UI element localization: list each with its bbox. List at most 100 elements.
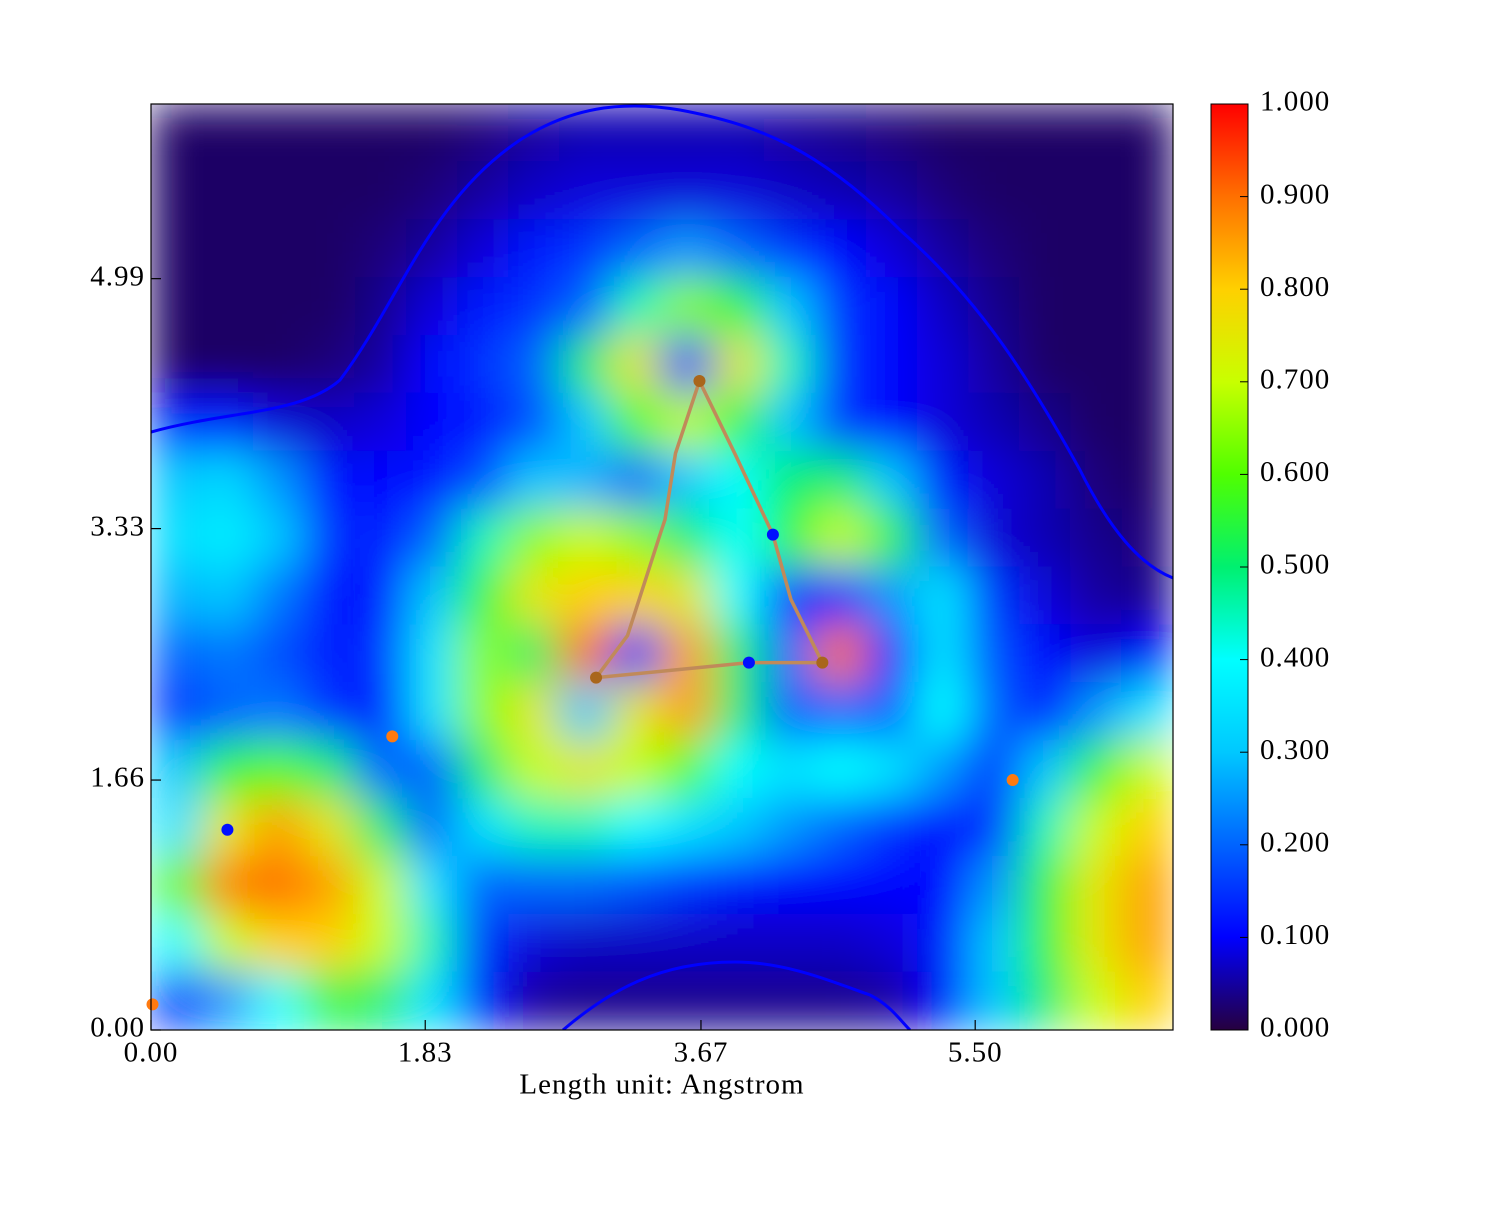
heat-cell bbox=[865, 566, 918, 626]
heat-cell bbox=[1019, 624, 1072, 684]
heat-cell bbox=[661, 855, 714, 915]
heat-cell bbox=[968, 450, 1021, 510]
heat-cell bbox=[865, 913, 918, 973]
heat-cell bbox=[814, 624, 867, 684]
heat-cell bbox=[1121, 855, 1173, 915]
heat-cell bbox=[559, 219, 612, 279]
heat-cell bbox=[610, 913, 663, 973]
heat-cell bbox=[406, 277, 459, 336]
heat-cell bbox=[865, 277, 918, 336]
heat-cell bbox=[303, 971, 356, 1030]
x-tick-label: 0.00 bbox=[124, 1037, 179, 1069]
heat-cell bbox=[457, 219, 510, 279]
critical-point bbox=[816, 656, 829, 669]
heat-cell bbox=[303, 450, 356, 510]
heat-cell bbox=[814, 450, 867, 510]
plot-frame bbox=[150, 103, 1174, 1031]
critical-point bbox=[146, 998, 159, 1011]
colorbar-tick-label: 0.000 bbox=[1260, 1012, 1330, 1044]
heat-cell bbox=[968, 624, 1021, 684]
critical-point bbox=[766, 528, 779, 541]
heat-cell bbox=[201, 335, 254, 394]
heat-cell bbox=[151, 161, 203, 221]
heat-cell bbox=[917, 219, 970, 279]
heat-cell bbox=[457, 740, 510, 799]
heat-cell bbox=[1121, 104, 1173, 163]
heat-cell bbox=[354, 566, 407, 626]
heat-cell bbox=[457, 335, 510, 394]
contour-line bbox=[562, 960, 912, 1030]
heat-cell bbox=[303, 682, 356, 742]
heat-cell bbox=[968, 219, 1021, 279]
heat-cell bbox=[763, 971, 816, 1030]
heat-cell bbox=[814, 104, 867, 163]
heat-cell bbox=[1019, 682, 1072, 742]
heat-cell bbox=[865, 855, 918, 915]
heat-cell bbox=[763, 450, 816, 510]
heat-cell bbox=[303, 855, 356, 915]
heat-cell bbox=[151, 971, 203, 1030]
heat-cell bbox=[354, 913, 407, 973]
heat-cell bbox=[1121, 219, 1173, 279]
y-tick-label: 3.33 bbox=[90, 510, 145, 542]
heat-cell bbox=[917, 392, 970, 452]
heat-cell bbox=[354, 508, 407, 568]
heat-cell bbox=[151, 508, 203, 568]
heat-cell bbox=[201, 913, 254, 973]
heat-cell bbox=[968, 392, 1021, 452]
heat-cell bbox=[508, 971, 561, 1030]
heat-cell bbox=[814, 682, 867, 742]
heat-cell bbox=[865, 740, 918, 799]
colorbar-tick-label: 0.400 bbox=[1260, 641, 1330, 673]
heat-cell bbox=[917, 855, 970, 915]
heat-cell bbox=[1070, 219, 1123, 279]
heat-cell bbox=[1121, 566, 1173, 626]
heat-cell bbox=[457, 798, 510, 857]
heat-cell bbox=[1121, 682, 1173, 742]
critical-point bbox=[693, 375, 706, 388]
heat-cell bbox=[610, 740, 663, 799]
heat-cell bbox=[1070, 277, 1123, 336]
heat-cell bbox=[865, 161, 918, 221]
heat-cell bbox=[201, 450, 254, 510]
heat-cell bbox=[661, 277, 714, 336]
heat-cell bbox=[508, 798, 561, 857]
heat-cell bbox=[1121, 392, 1173, 452]
heat-cell bbox=[1019, 798, 1072, 857]
heat-cell bbox=[763, 740, 816, 799]
heat-cell bbox=[406, 219, 459, 279]
heat-cell bbox=[1121, 740, 1173, 799]
heat-cell bbox=[661, 161, 714, 221]
colorbar-tick-label: 0.200 bbox=[1260, 826, 1330, 858]
heat-cell bbox=[968, 740, 1021, 799]
heat-cell bbox=[968, 566, 1021, 626]
heat-cell bbox=[865, 104, 918, 163]
heat-cell bbox=[201, 855, 254, 915]
heat-cell bbox=[712, 104, 765, 163]
heat-cell bbox=[1121, 450, 1173, 510]
colorbar-tick-label: 0.300 bbox=[1260, 734, 1330, 766]
heat-cell bbox=[1070, 392, 1123, 452]
heat-cell bbox=[151, 104, 203, 163]
heat-cell bbox=[814, 335, 867, 394]
heat-cell bbox=[712, 740, 765, 799]
heat-cell bbox=[303, 798, 356, 857]
heat-cell bbox=[712, 219, 765, 279]
heat-cell bbox=[303, 508, 356, 568]
heat-cell bbox=[201, 392, 254, 452]
heat-cell bbox=[1121, 971, 1173, 1030]
colorbar-tick-label: 0.700 bbox=[1260, 363, 1330, 395]
colorbar-tick-label: 0.900 bbox=[1260, 178, 1330, 210]
heat-cell bbox=[457, 624, 510, 684]
heat-cell bbox=[1070, 624, 1123, 684]
heat-cell bbox=[406, 450, 459, 510]
heat-cell bbox=[508, 566, 561, 626]
heat-cell bbox=[252, 971, 305, 1030]
heat-cell bbox=[406, 335, 459, 394]
heat-cell bbox=[303, 392, 356, 452]
heat-cell bbox=[610, 682, 663, 742]
heat-cell bbox=[406, 508, 459, 568]
heat-cell bbox=[661, 971, 714, 1030]
heat-cell bbox=[610, 450, 663, 510]
heat-cell bbox=[1019, 277, 1072, 336]
